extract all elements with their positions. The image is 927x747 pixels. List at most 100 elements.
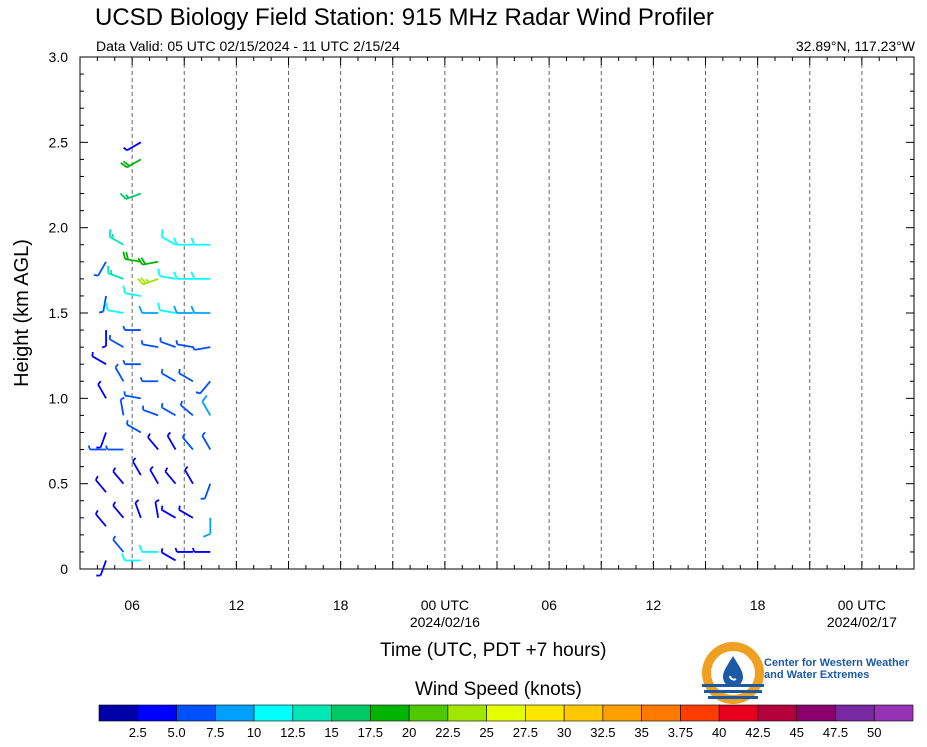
wind-barb [87, 445, 107, 451]
barb-half-feather [91, 351, 94, 357]
barb-staff [102, 295, 107, 312]
colorbar-label: 3.75 [668, 725, 693, 740]
wind-barb [108, 229, 124, 246]
barb-staff [112, 470, 125, 485]
x-tick-label: 12 [646, 597, 662, 613]
y-tick-label: 1.5 [49, 305, 69, 321]
colorbar-swatch [214, 704, 255, 722]
y-axis: 0 0.5 1.0 1.5 2.0 2.5 3.0 [49, 49, 914, 577]
logo-line-1: Center for Western Weather [764, 657, 910, 669]
barb-staff [159, 275, 176, 280]
wind-barb [191, 547, 211, 553]
wind-barb [201, 394, 212, 416]
barb-half-feather [179, 400, 183, 406]
grid-lines [131, 57, 863, 569]
x-tick-label: 18 [333, 597, 349, 613]
wind-barb [184, 465, 194, 485]
wind-barb [105, 302, 124, 314]
wind-barb [190, 305, 211, 314]
wind-barb [119, 192, 142, 200]
barb-half-feather [175, 339, 179, 345]
barb-staff [132, 460, 142, 476]
wind-barb [123, 141, 142, 152]
colorbar-swatch [563, 704, 604, 722]
colorbar-label: 47.5 [823, 725, 848, 740]
barb-half-feather [147, 433, 151, 438]
y-tick-label: 2.5 [49, 134, 69, 150]
wind-barb [114, 363, 125, 382]
barb-half-feather [160, 548, 164, 553]
wind-barb [94, 475, 107, 493]
barb-staff [154, 501, 160, 518]
barb-half-feather [123, 391, 126, 396]
barb-half-feather [145, 278, 150, 283]
colorbar-swatch [680, 704, 720, 722]
colorbar-swatch [176, 704, 216, 722]
wind-barb [142, 405, 159, 417]
y-tick-label: 3.0 [49, 49, 69, 65]
wind-barb [173, 237, 193, 246]
barb-staff [119, 399, 125, 416]
data-valid-range: Data Valid: 05 UTC 02/15/2024 - 11 UTC 2… [96, 38, 400, 54]
colorbar-label: 7.5 [206, 725, 224, 740]
colorbar-label: 27.5 [513, 725, 538, 740]
wind-barb [96, 560, 107, 577]
wind-barb [138, 305, 159, 314]
colorbar-swatch [718, 704, 759, 722]
barb-staff [97, 384, 107, 399]
colorbar-swatch [137, 704, 177, 722]
barb-half-feather [166, 431, 171, 437]
barb-half-feather [108, 334, 112, 340]
barb-feather [140, 257, 147, 265]
barb-half-feather [149, 465, 154, 471]
barb-staff [201, 401, 212, 416]
barb-feather [125, 251, 129, 260]
wind-barb [190, 237, 211, 246]
colorbar-swatch [873, 704, 914, 722]
colorbar-label: 15 [324, 725, 338, 740]
colorbar-swatch [98, 704, 139, 722]
barb-feather [137, 257, 144, 266]
wind-barb [122, 325, 141, 331]
barb-staff [134, 502, 142, 519]
wind-barb [137, 257, 159, 266]
barb-half-feather [94, 475, 99, 481]
barb-feather [137, 278, 144, 285]
barb-staff [142, 343, 159, 349]
wind-barb [137, 277, 159, 286]
barb-staff [142, 409, 159, 417]
wind-barb [174, 547, 193, 553]
wind-barb [195, 380, 212, 395]
cw3e-logo-text: Center for Western Weather and Water Ext… [764, 657, 909, 681]
wind-barb [139, 376, 159, 383]
colorbar-title: Wind Speed (knots) [415, 679, 582, 700]
barb-half-feather [139, 376, 144, 382]
barb-staff [126, 423, 142, 434]
barb-half-feather [201, 431, 206, 437]
colorbar-swatch [525, 704, 565, 722]
wind-barbs [87, 141, 212, 577]
wind-barb [201, 431, 212, 450]
wind-barb [108, 334, 124, 348]
barb-half-feather [134, 499, 140, 504]
colorbar-label: 10 [247, 725, 261, 740]
wind-barb [122, 251, 141, 263]
colorbar-swatch [602, 704, 642, 722]
wind-barb [147, 433, 159, 451]
colorbar-label: 30 [557, 725, 571, 740]
barb-staff [203, 483, 212, 500]
x-tick-label: 12 [229, 597, 245, 613]
barb-half-feather [181, 433, 186, 438]
barb-feather [202, 532, 211, 538]
wind-barb [107, 265, 124, 280]
barb-staff [147, 436, 159, 451]
barb-staff [180, 404, 194, 417]
barb-feather [157, 268, 161, 277]
barb-feather [173, 271, 178, 280]
barb-half-feather [94, 509, 99, 515]
wind-barb [91, 351, 107, 365]
barb-staff [178, 372, 194, 383]
barb-staff [112, 539, 125, 553]
barb-staff [160, 340, 176, 348]
barb-half-feather [120, 396, 125, 401]
